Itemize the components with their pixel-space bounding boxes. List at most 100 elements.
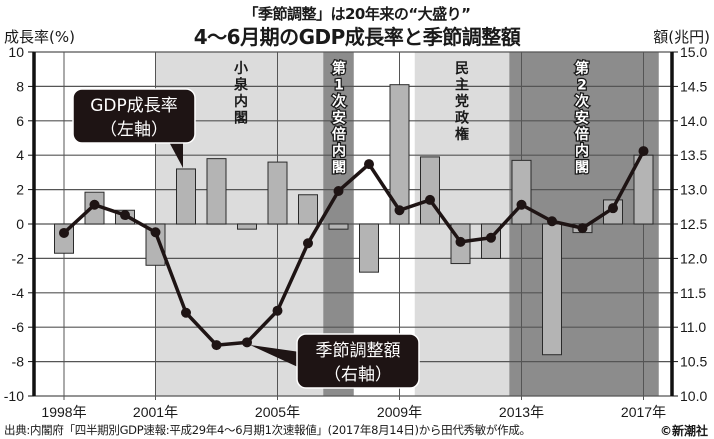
svg-text:次: 次 (332, 93, 346, 110)
line-marker (455, 236, 466, 247)
line-marker (516, 199, 527, 210)
svg-text:内: 内 (234, 93, 248, 110)
left-tick-label: 2 (16, 182, 24, 198)
line-marker (181, 307, 191, 318)
x-tick-label: 2013年 (499, 404, 544, 420)
svg-text:泉: 泉 (234, 77, 249, 94)
line-marker (242, 337, 252, 348)
callout-pointer (168, 140, 183, 168)
gdp-bar (328, 223, 349, 230)
right-tick-label: 13.5 (680, 147, 707, 163)
left-tick-label: 8 (16, 78, 24, 94)
right-tick-label: 10.5 (680, 354, 707, 370)
gdp-bar (206, 158, 227, 225)
svg-text:倍: 倍 (332, 126, 346, 143)
left-tick-label: -6 (12, 319, 25, 335)
chart-title: 4〜6月期のGDP成長率と季節調整額 (193, 25, 521, 49)
right-tick-label: 15.0 (680, 44, 707, 60)
callout-text: （右軸） (324, 365, 392, 385)
gdp-callout: GDP成長率 （左軸） (72, 88, 196, 168)
right-axis-title: 額(兆円) (653, 28, 710, 46)
seasonal-adjustment-line (62, 150, 646, 347)
line-marker (577, 223, 588, 234)
left-tick-label: -2 (12, 250, 25, 266)
line-marker (272, 305, 283, 316)
source-note: 出典:内閣府「四半期別GDP速報:平成29年4〜6月期1次速報値」(2017年8… (4, 423, 531, 437)
right-tick-label: 11.0 (680, 319, 706, 335)
gdp-bar (267, 161, 288, 225)
gdp-bar (54, 223, 74, 254)
copyright: ©新潮社 (659, 424, 708, 438)
svg-text:次: 次 (575, 93, 589, 110)
right-tick-label: 13.0 (680, 182, 707, 198)
svg-text:1: 1 (334, 78, 344, 94)
x-tick-label: 1998年 (41, 404, 86, 420)
right-tick-label: 12.5 (680, 216, 707, 232)
left-tick-label: 10 (8, 44, 24, 60)
svg-text:安: 安 (575, 110, 589, 127)
right-tick-label: 14.5 (680, 78, 707, 94)
gdp-bar (298, 194, 318, 225)
line-marker (394, 205, 405, 216)
callout-text: 季節調整額 (316, 341, 401, 361)
line-marker (59, 227, 69, 238)
svg-text:倍: 倍 (575, 126, 589, 143)
svg-text:安: 安 (332, 110, 346, 127)
chart-subtitle: 「季節調整」は20年来の“大盛り” (243, 5, 471, 23)
gdp-bar (359, 223, 379, 273)
svg-text:内: 内 (575, 143, 589, 160)
line-marker (333, 185, 344, 196)
seasonal-callout: 季節調整額 （右軸） (250, 333, 420, 389)
gdp-bar (542, 223, 562, 356)
svg-text:民: 民 (455, 61, 469, 77)
gdp-bar (237, 223, 257, 230)
line-marker (608, 203, 618, 214)
svg-text:小: 小 (234, 61, 248, 77)
svg-text:内: 内 (332, 143, 346, 160)
svg-text:第: 第 (332, 60, 346, 77)
line-marker (547, 216, 557, 227)
callout-box (296, 333, 420, 389)
callout-pointer (250, 345, 300, 368)
x-tick-label: 2009年 (377, 404, 422, 420)
line-marker (638, 146, 649, 157)
svg-text:閣: 閣 (234, 111, 248, 127)
left-tick-label: 6 (16, 113, 24, 129)
line-marker (211, 340, 222, 351)
x-tick-label: 2017年 (621, 404, 666, 420)
gdp-bar (420, 156, 440, 225)
left-axis-title: 成長率(%) (4, 28, 75, 46)
svg-text:閣: 閣 (575, 160, 589, 176)
line-marker (364, 159, 374, 170)
left-tick-label: 0 (16, 216, 24, 232)
left-tick-label: 4 (16, 147, 24, 163)
gdp-bar (145, 223, 166, 266)
svg-text:第: 第 (575, 60, 589, 77)
line-marker (425, 194, 435, 205)
line-marker (303, 238, 313, 249)
left-tick-label: -8 (12, 354, 25, 370)
svg-text:2: 2 (577, 78, 587, 94)
callout-box (72, 88, 196, 144)
right-tick-label: 12.0 (680, 250, 707, 266)
callout-text: GDP成長率 (90, 96, 178, 116)
right-tick-label: 10.0 (680, 388, 707, 404)
svg-text:閣: 閣 (332, 160, 346, 176)
x-tick-label: 2001年 (133, 404, 178, 420)
svg-text:権: 権 (455, 126, 469, 143)
svg-text:政: 政 (455, 110, 470, 127)
left-tick-label: -10 (4, 388, 24, 404)
svg-text:主: 主 (455, 77, 469, 94)
svg-text:党: 党 (455, 93, 469, 110)
gdp-bar (176, 168, 196, 225)
x-tick-label: 2005年 (255, 404, 300, 420)
callout-text: （左軸） (100, 120, 168, 140)
line-marker (120, 210, 130, 221)
line-marker (150, 227, 161, 238)
right-tick-label: 14.0 (680, 113, 707, 129)
